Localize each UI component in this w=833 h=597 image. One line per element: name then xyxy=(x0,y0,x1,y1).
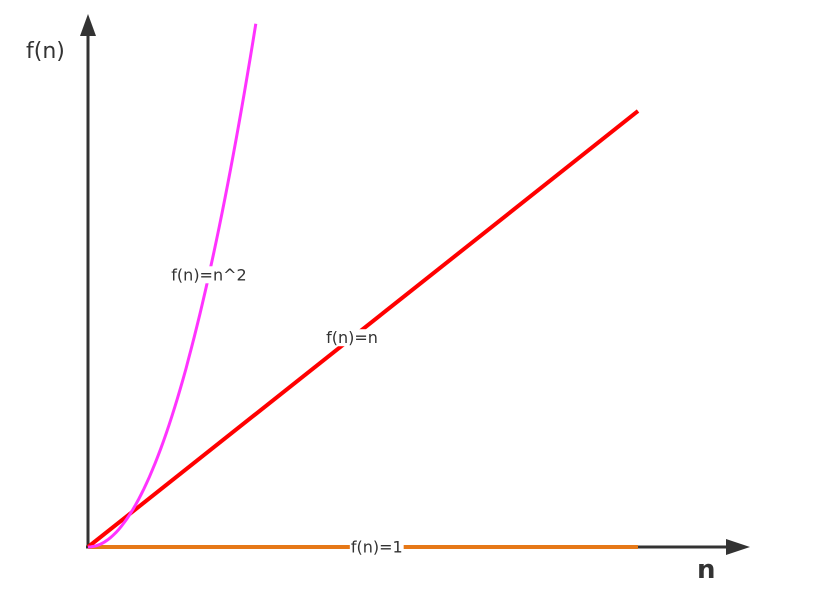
series-label-constant: f(n)=1 xyxy=(349,538,404,557)
series-label-text-quadratic: f(n)=n^2 xyxy=(171,265,246,284)
series-line-quadratic xyxy=(87,23,258,549)
label-layer: f(n)=1 f(n)=n f(n)=n^2 xyxy=(170,265,404,557)
x-axis-label: n xyxy=(697,555,716,585)
series-label-text-linear: f(n)=n xyxy=(326,328,378,347)
y-axis-label: f(n) xyxy=(26,39,65,64)
series-label-bg-quadratic xyxy=(170,266,248,284)
series-label-bg-constant xyxy=(349,538,404,556)
series-label-quadratic: f(n)=n^2 xyxy=(170,265,248,284)
x-axis-arrow-icon xyxy=(726,539,750,555)
series-label-bg-linear xyxy=(325,329,379,347)
series-line-linear xyxy=(86,109,640,549)
y-axis-arrow-icon xyxy=(80,14,96,36)
series-label-linear: f(n)=n xyxy=(325,328,379,347)
series-layer xyxy=(86,23,640,549)
series-label-text-constant: f(n)=1 xyxy=(351,538,403,557)
